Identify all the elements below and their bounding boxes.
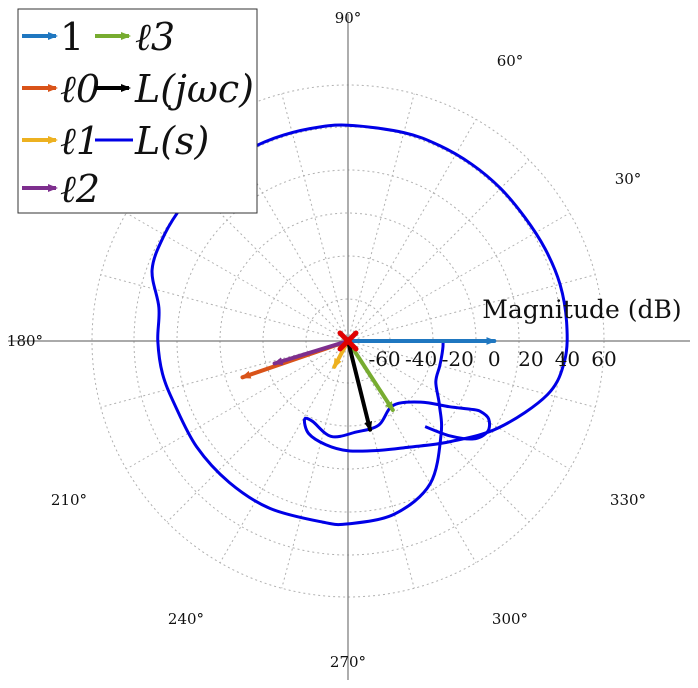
magnitude-tick-label: 40 — [555, 347, 580, 371]
vector-arrow — [272, 339, 350, 366]
grid-spoke — [281, 340, 349, 589]
angle-tick-label: 330° — [610, 491, 646, 509]
legend-label: L(jωc) — [134, 67, 254, 111]
legend-label: L(s) — [134, 119, 209, 163]
vector-arrow — [346, 339, 373, 432]
magnitude-axis-title: Magnitude (dB) — [482, 295, 681, 324]
grid-spoke — [347, 119, 477, 342]
legend-box — [17, 8, 258, 214]
legend-label: ℓ0 — [60, 67, 100, 111]
angle-tick-label: 240° — [168, 610, 204, 628]
angle-tick-label: 60° — [497, 52, 524, 70]
grid-spoke — [281, 93, 349, 342]
legend-label: 1 — [60, 15, 84, 59]
legend-label: ℓ2 — [60, 167, 100, 211]
legend-label: ℓ1 — [60, 119, 100, 163]
vector-arrow — [346, 339, 395, 412]
label-layer: 90°60°30°180°210°240°270°300°330°120°-60… — [7, 9, 682, 671]
angle-tick-label: 180° — [7, 332, 43, 350]
angle-tick-label: 270° — [330, 653, 366, 671]
critical-point-marker — [337, 330, 359, 352]
magnitude-tick-label: -40 — [405, 347, 437, 371]
angle-tick-label: 90° — [335, 9, 362, 27]
magnitude-tick-label: -20 — [442, 347, 474, 371]
grid-spoke — [219, 340, 349, 563]
angle-tick-label: 30° — [615, 170, 642, 188]
magnitude-tick-label: 60 — [591, 347, 616, 371]
magnitude-tick-label: 20 — [518, 347, 543, 371]
angle-tick-label: 210° — [51, 491, 87, 509]
legend: 1 ℓ3 ℓ0 L(jωc) ℓ1 L(s) ℓ2 — [17, 8, 258, 214]
legend-label: ℓ3 — [135, 15, 175, 59]
magnitude-tick-label: -60 — [368, 347, 400, 371]
magnitude-tick-label: 0 — [488, 347, 501, 371]
angle-tick-label: 300° — [492, 610, 528, 628]
vector-layer — [240, 330, 497, 432]
